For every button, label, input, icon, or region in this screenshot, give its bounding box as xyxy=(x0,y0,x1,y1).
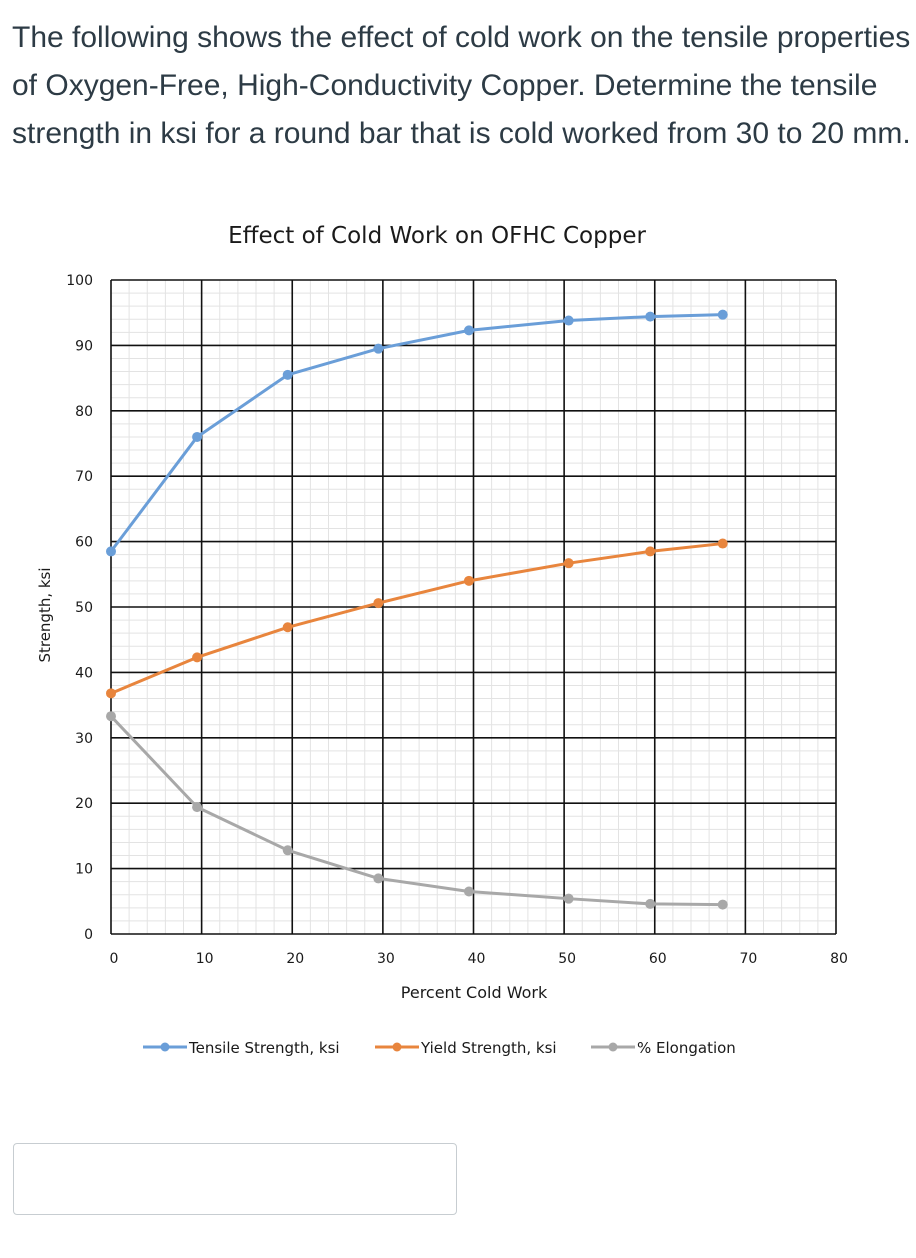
data-point xyxy=(282,845,293,856)
data-point xyxy=(645,898,656,909)
data-point xyxy=(373,873,384,884)
x-tick-label: 60 xyxy=(649,951,667,967)
series-line xyxy=(110,542,723,695)
data-point xyxy=(106,546,116,557)
y-axis-label: Strength, ksi xyxy=(36,567,54,662)
data-point xyxy=(106,688,116,699)
x-tick-label: 10 xyxy=(196,951,214,967)
y-tick-label: 10 xyxy=(75,862,93,878)
data-point xyxy=(282,369,293,380)
data-point xyxy=(192,802,203,813)
data-point xyxy=(463,886,474,897)
data-point xyxy=(563,558,574,569)
data-point xyxy=(373,598,384,609)
x-tick-label: 0 xyxy=(110,951,119,967)
series-layer xyxy=(106,309,728,910)
question-text: The following shows the effect of cold w… xyxy=(12,14,912,158)
y-tick-label: 70 xyxy=(75,469,93,485)
y-tick-label: 80 xyxy=(75,404,93,420)
data-point xyxy=(106,711,116,722)
x-axis-label: Percent Cold Work xyxy=(401,983,548,1002)
data-point xyxy=(717,309,728,320)
data-point xyxy=(192,652,203,663)
major-gridlines xyxy=(110,279,837,935)
data-point xyxy=(645,546,656,557)
series-line xyxy=(109,313,723,553)
data-point xyxy=(463,575,474,586)
y-tick-label: 50 xyxy=(75,600,93,616)
x-tick-label: 70 xyxy=(739,951,757,967)
legend-swatch-marker xyxy=(160,1042,170,1052)
y-tick-label: 20 xyxy=(75,796,93,812)
chart-legend: Tensile Strength, ksi Yield Strength, ksi… xyxy=(143,1039,736,1057)
data-point xyxy=(373,343,384,354)
x-tick-label: 80 xyxy=(830,951,848,967)
data-point xyxy=(282,622,293,633)
chart-title: Effect of Cold Work on OFHC Copper xyxy=(228,223,646,249)
y-tick-label: 40 xyxy=(75,665,93,681)
x-tick-label: 40 xyxy=(468,951,486,967)
data-point xyxy=(717,538,728,549)
legend-swatch-marker xyxy=(608,1042,618,1052)
x-axis-tick-labels: 0 10 20 30 40 50 60 70 80 xyxy=(110,951,848,967)
x-tick-label: 50 xyxy=(558,951,576,967)
y-tick-label: 100 xyxy=(66,273,93,289)
y-tick-label: 90 xyxy=(75,338,93,354)
question-paragraph: The following shows the effect of cold w… xyxy=(12,21,911,150)
x-tick-label: 20 xyxy=(286,951,304,967)
data-point xyxy=(717,899,728,910)
y-tick-label: 60 xyxy=(75,535,93,551)
data-point xyxy=(192,431,203,442)
y-axis-tick-labels: 0 10 20 30 40 50 60 70 80 90 100 xyxy=(66,273,93,943)
data-point xyxy=(463,325,474,336)
data-point xyxy=(563,315,574,326)
x-tick-label: 30 xyxy=(377,951,395,967)
data-point xyxy=(645,311,656,322)
series-line xyxy=(109,715,723,907)
y-tick-label: 0 xyxy=(84,927,93,943)
legend-label: % Elongation xyxy=(637,1039,736,1057)
legend-label: Tensile Strength, ksi xyxy=(188,1039,340,1057)
data-point xyxy=(563,893,574,904)
answer-input[interactable] xyxy=(13,1143,457,1215)
legend-swatch-marker xyxy=(392,1042,402,1052)
y-tick-label: 30 xyxy=(75,731,93,747)
legend-label: Yield Strength, ksi xyxy=(420,1039,557,1057)
cold-work-chart: Effect of Cold Work on OFHC Copper 0 10 20… xyxy=(36,223,848,1057)
